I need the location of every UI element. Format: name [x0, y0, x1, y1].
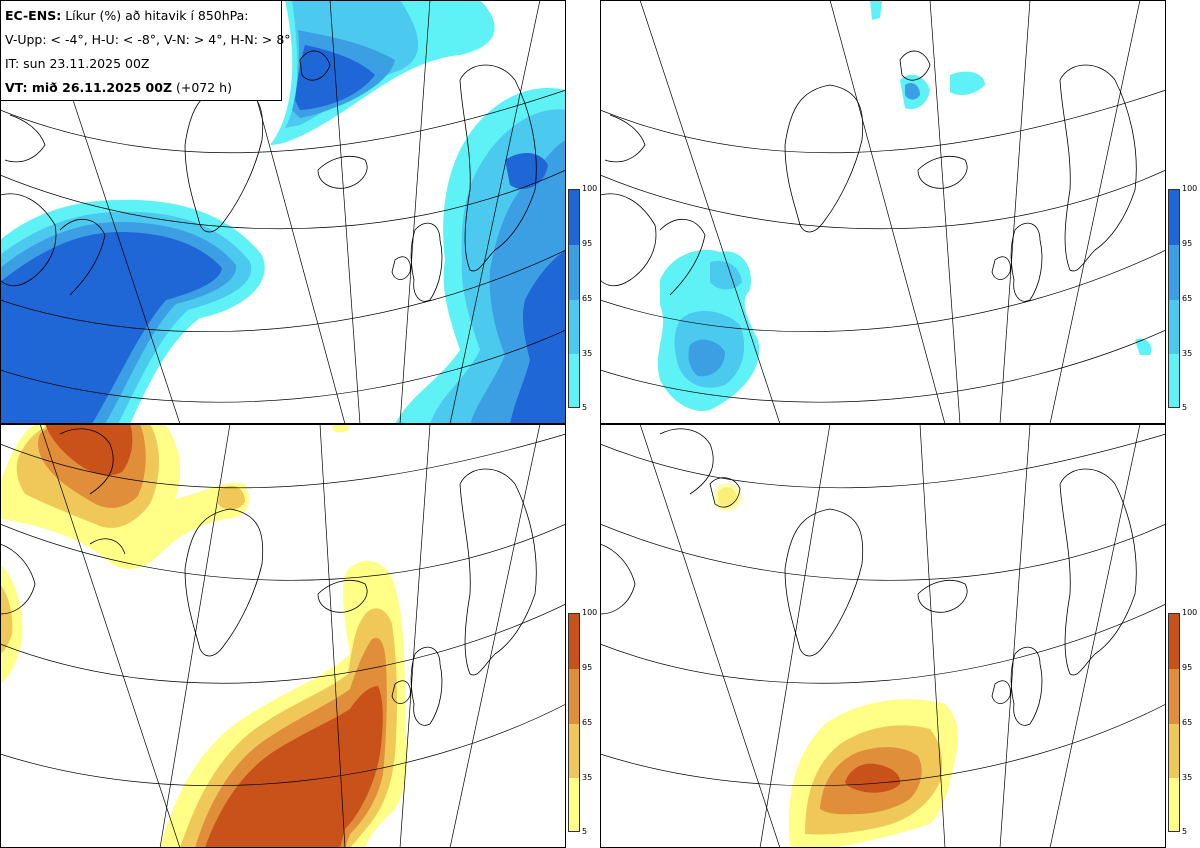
colorbar-tick: 5 [1182, 827, 1188, 836]
colorbar-tick: 65 [1182, 294, 1193, 303]
colorbar-tick: 35 [582, 349, 593, 358]
valid-time: VT: mið 26.11.2025 00Z [5, 80, 173, 95]
colorbar-tick: 65 [582, 294, 593, 303]
colorbar-tick: 35 [1182, 773, 1193, 782]
init-time: IT: sun 23.11.2025 00Z [5, 56, 150, 71]
panel-bottom-right [600, 424, 1166, 848]
colorbar-tick: 65 [1182, 718, 1193, 727]
model-description: Líkur (%) að hitavik í 850hPa: [65, 8, 249, 23]
colorbar-tick: 100 [1182, 184, 1198, 193]
colorbar-warm-2 [1168, 613, 1180, 832]
legend-box: EC-ENS: Líkur (%) að hitavik í 850hPa: V… [0, 0, 291, 101]
map-bottom-right [600, 424, 1166, 848]
colorbar-tick: 5 [582, 827, 588, 836]
colorbar-warm-1 [568, 613, 580, 832]
model-label: EC-ENS: [5, 8, 62, 23]
graticule [0, 424, 566, 848]
panel-bottom-left [0, 424, 566, 848]
panel-top-left: EC-ENS: Líkur (%) að hitavik í 850hPa: V… [0, 0, 566, 424]
colorbar-tick: 95 [1182, 239, 1193, 248]
lead-time: (+072 h) [176, 80, 232, 95]
thresholds-text: V-Upp: < -4°, H-U: < -8°, V-N: > 4°, H-N… [5, 32, 291, 47]
colorbar-tick: 95 [1182, 663, 1193, 672]
colorbar-tick: 35 [1182, 349, 1193, 358]
colorbar-tick: 100 [582, 608, 598, 617]
colorbar-tick: 35 [582, 773, 593, 782]
map-bottom-left [0, 424, 566, 848]
colorbar-cold-2 [1168, 189, 1180, 408]
colorbar-tick: 95 [582, 663, 593, 672]
graticule [600, 424, 1166, 848]
colorbar-tick: 100 [582, 184, 598, 193]
coastline [600, 428, 1137, 726]
colorbar-cold-1 [568, 189, 580, 408]
colorbar-tick: 95 [582, 239, 593, 248]
panel-top-right [600, 0, 1166, 424]
graticule [600, 0, 1166, 424]
coastline [0, 50, 537, 302]
map-top-right [600, 0, 1166, 424]
colorbar-tick: 100 [1182, 608, 1198, 617]
prob-area-95 [0, 232, 222, 424]
colorbar-tick: 5 [582, 403, 588, 412]
coastline [0, 428, 537, 726]
coastline [600, 50, 1137, 302]
map-top-left [0, 0, 566, 424]
colorbar-tick: 65 [582, 718, 593, 727]
colorbar-tick: 5 [1182, 403, 1188, 412]
